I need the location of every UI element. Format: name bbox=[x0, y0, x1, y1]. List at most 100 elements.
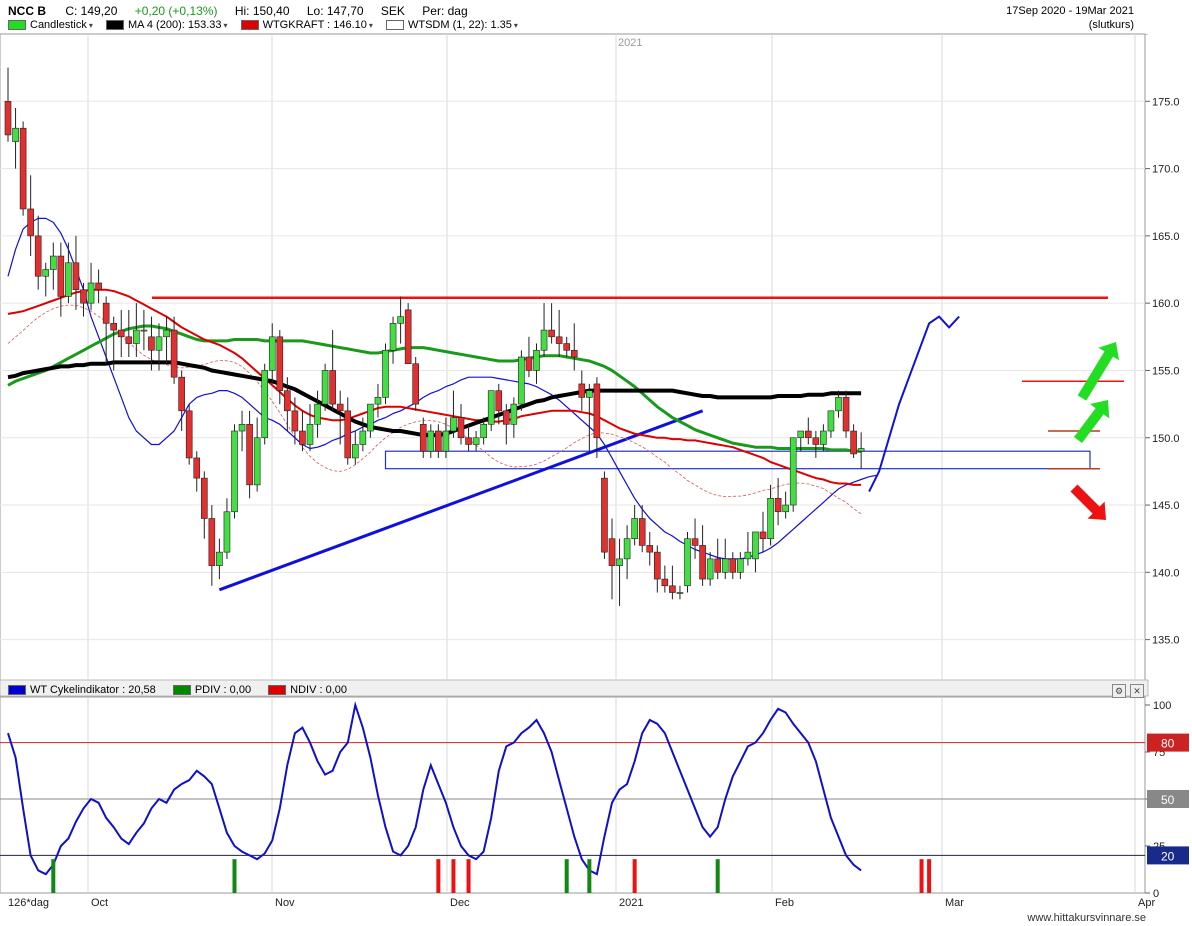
date-range-box: 17Sep 2020 - 19Mar 2021 (slutkurs) bbox=[1006, 4, 1134, 32]
candle-body bbox=[72, 262, 80, 291]
candle-body bbox=[291, 410, 299, 432]
price-tick-label: 135.0 bbox=[1152, 635, 1180, 647]
price-change: +0,20 (+0,13%) bbox=[134, 4, 218, 18]
level-badge-20 bbox=[1147, 846, 1189, 865]
price-tick-label: 140.0 bbox=[1152, 567, 1180, 579]
pdiv-bar bbox=[564, 859, 569, 893]
price-tick-label: 165.0 bbox=[1152, 231, 1180, 243]
candle-body bbox=[465, 437, 472, 445]
ndiv-bar bbox=[632, 859, 637, 893]
indicator-legend: WT Cykelindikator : 20,58 PDIV : 0,00 ND… bbox=[8, 684, 361, 696]
support-zone bbox=[384, 450, 1091, 470]
price-tick-label: 160.0 bbox=[1152, 298, 1180, 310]
green-ma-line bbox=[7, 324, 862, 453]
candle-body bbox=[57, 255, 65, 297]
arrow-up-2 bbox=[1074, 400, 1110, 443]
price-tick-label: 155.0 bbox=[1152, 365, 1180, 377]
period-label: 126*dag bbox=[8, 897, 49, 909]
indicator-tick-label: 0 bbox=[1153, 888, 1159, 900]
legend-label: WTSDM (1, 22): 1.35 bbox=[407, 19, 512, 31]
candle-body bbox=[676, 592, 684, 594]
candle-body bbox=[155, 336, 163, 351]
candle-body bbox=[27, 208, 34, 237]
legend-wtgkraft[interactable]: WTGKRAFT : 146.10 ▾ bbox=[240, 19, 373, 31]
candle-body bbox=[4, 100, 12, 136]
candle-body bbox=[12, 127, 19, 142]
ticker-symbol: NCC B bbox=[8, 4, 46, 18]
legend-ma200[interactable]: MA 4 (200): 153.33 ▾ bbox=[105, 19, 228, 31]
candle-body bbox=[835, 397, 842, 412]
candle-body bbox=[555, 336, 563, 344]
legend-candlestick[interactable]: Candlestick ▾ bbox=[8, 19, 93, 31]
ndiv-bar bbox=[436, 859, 441, 893]
candle-body bbox=[110, 323, 117, 331]
price-tick-label: 170.0 bbox=[1152, 164, 1180, 176]
close-icon[interactable]: ✕ bbox=[1130, 684, 1144, 698]
candle-body bbox=[42, 269, 50, 277]
legend-label: WT Cykelindikator : 20,58 bbox=[30, 684, 156, 696]
candle-body bbox=[586, 390, 593, 398]
legend-label: WTGKRAFT : 146.10 bbox=[262, 19, 367, 31]
candle-body bbox=[548, 329, 555, 338]
candle-body bbox=[631, 518, 638, 539]
projection-line bbox=[868, 315, 960, 493]
x-tick-label: Nov bbox=[275, 897, 295, 909]
candle-body bbox=[306, 423, 314, 445]
legend-label: Candlestick bbox=[30, 19, 87, 31]
trend-line bbox=[218, 409, 704, 592]
candle-body bbox=[208, 518, 216, 566]
candle-body bbox=[419, 423, 427, 452]
candle-body bbox=[638, 518, 646, 546]
candle-body bbox=[382, 349, 389, 398]
candle-body bbox=[827, 410, 835, 432]
x-tick-label: Dec bbox=[450, 897, 470, 909]
legend-wtsdm[interactable]: WTSDM (1, 22): 1.35 ▾ bbox=[385, 19, 518, 31]
legend-cycle-indicator[interactable]: WT Cykelindikator : 20,58 bbox=[8, 684, 156, 696]
candle-body bbox=[367, 403, 374, 432]
period: Per: dag bbox=[422, 4, 468, 18]
ndiv-bar bbox=[466, 859, 471, 893]
high-price: Hi: 150,40 bbox=[234, 4, 290, 18]
red-ma-line bbox=[7, 288, 862, 486]
candle-body bbox=[812, 437, 820, 445]
candle-body bbox=[397, 316, 404, 324]
dropdown-icon[interactable]: ▾ bbox=[223, 21, 228, 30]
settings-icon[interactable]: ⚙ bbox=[1112, 684, 1126, 698]
candle-body bbox=[299, 430, 306, 445]
brand-watermark: www.hittakursvinnare.se bbox=[1027, 912, 1146, 924]
dropdown-icon[interactable]: ▾ bbox=[513, 21, 518, 30]
candle-body bbox=[231, 430, 238, 513]
dropdown-icon[interactable]: ▾ bbox=[368, 21, 373, 30]
candle-body bbox=[284, 390, 291, 412]
quote-line: NCC B C: 149,20 +0,20 (+0,13%) Hi: 150,4… bbox=[8, 4, 482, 18]
candle-body bbox=[518, 356, 525, 405]
legend-pdiv[interactable]: PDIV : 0,00 bbox=[172, 684, 252, 696]
pdiv-bar bbox=[715, 859, 720, 893]
candle-body bbox=[706, 558, 714, 580]
candle-body bbox=[737, 558, 744, 573]
candle-body bbox=[842, 397, 850, 432]
candle-body bbox=[389, 323, 397, 351]
legend-ndiv[interactable]: NDIV : 0,00 bbox=[268, 684, 347, 696]
candle-body bbox=[253, 437, 261, 486]
price-tick-label: 145.0 bbox=[1152, 500, 1180, 512]
candle-body bbox=[789, 437, 797, 506]
candle-body bbox=[752, 531, 759, 560]
legend-label: PDIV : 0,00 bbox=[194, 684, 252, 696]
legend-swatch bbox=[240, 20, 259, 31]
close-price: C: 149,20 bbox=[65, 4, 118, 18]
candle-body bbox=[699, 545, 706, 580]
candle-body bbox=[744, 551, 752, 560]
indicator-plot-frame bbox=[0, 696, 1146, 894]
chart-header: NCC B C: 149,20 +0,20 (+0,13%) Hi: 150,4… bbox=[0, 0, 1148, 35]
candle-body bbox=[487, 390, 495, 425]
x-tick-label: Mar bbox=[945, 897, 964, 909]
legend-swatch bbox=[105, 20, 124, 31]
date-range: 17Sep 2020 - 19Mar 2021 bbox=[1006, 5, 1134, 17]
legend-swatch bbox=[385, 20, 404, 31]
candle-body bbox=[223, 511, 231, 553]
dropdown-icon[interactable]: ▾ bbox=[88, 21, 93, 30]
price-tick-label: 175.0 bbox=[1152, 96, 1180, 108]
level-badge-label-50: 50 bbox=[1161, 793, 1175, 807]
